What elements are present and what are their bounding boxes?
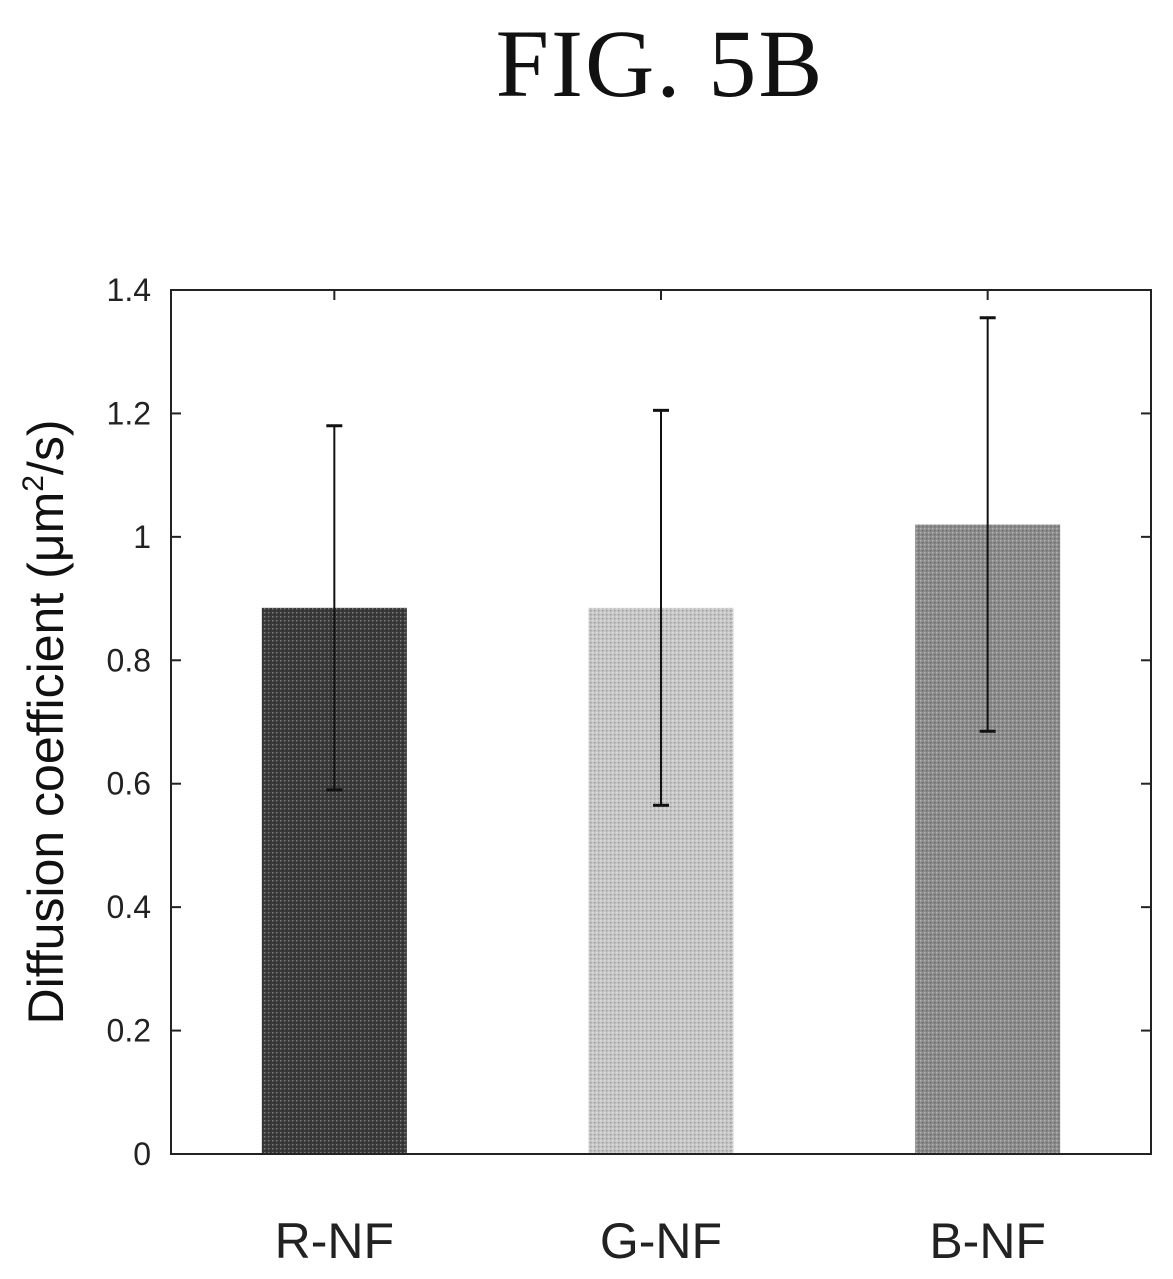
x-tick-labels: R-NF G-NF B-NF	[275, 1213, 1046, 1269]
plot-frame	[170, 289, 1152, 1155]
x-category-label: B-NF	[929, 1213, 1046, 1269]
y-axis-label-main: Diffusion coefficient (μm	[18, 492, 74, 1025]
figure-label: FIG. 5B	[495, 10, 825, 117]
y-tick-labels: 0 0.2 0.4 0.6 0.8 1 1.2 1.4	[107, 272, 151, 1172]
y-tick-label: 0	[133, 1136, 151, 1172]
y-tick-label: 1.2	[107, 395, 151, 431]
y-tick-label: 0.8	[107, 642, 151, 678]
error-bars	[326, 316, 996, 807]
y-axis-label: Diffusion coefficient (μm2/s)	[17, 420, 74, 1025]
y-tick-label: 0.2	[107, 1013, 151, 1049]
y-tick-label: 1	[133, 519, 151, 555]
x-category-label: R-NF	[275, 1213, 394, 1269]
y-tick-label: 1.4	[107, 272, 151, 308]
y-axis-label-tail: /s)	[18, 420, 74, 476]
y-tick-label: 0.4	[107, 889, 151, 925]
x-category-label: G-NF	[600, 1213, 722, 1269]
y-axis-label-superscript: 2	[17, 475, 50, 492]
y-tick-label: 0.6	[107, 766, 151, 802]
